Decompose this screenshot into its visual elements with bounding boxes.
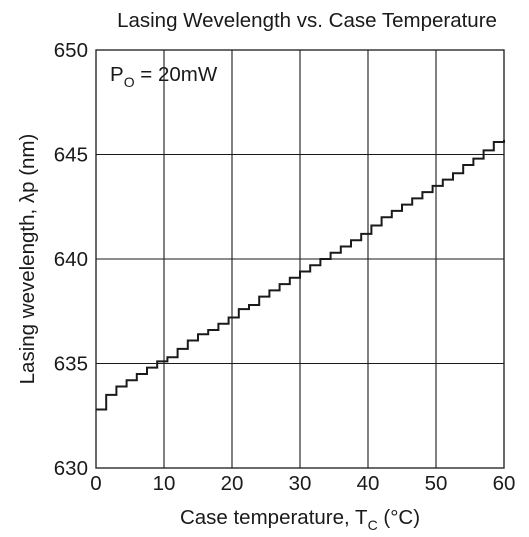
y-tick-label: 635 — [54, 353, 88, 376]
x-tick-label: 10 — [153, 472, 176, 495]
y-tick-label: 640 — [54, 248, 88, 271]
x-tick-label: 40 — [357, 472, 380, 495]
x-axis-title: Case temperature, TC (°C) — [180, 506, 420, 532]
y-axis-title: Lasing wevelength, λp (nm) — [16, 134, 39, 385]
x-tick-label: 30 — [289, 472, 312, 495]
y-tick-label: 650 — [54, 39, 88, 62]
y-tick-label: 645 — [54, 144, 88, 167]
plot-frame — [95, 49, 505, 469]
y-tick-label: 630 — [54, 457, 88, 480]
x-axis-label: Case temperature, TC (°C) — [180, 506, 420, 533]
annotation: PO = 20mW — [110, 63, 218, 90]
x-tick-label: 0 — [90, 472, 101, 495]
chart-title: Lasing Wevelength vs. Case Temperature — [117, 9, 497, 32]
x-tick-label: 20 — [221, 472, 244, 495]
power-annotation: PO = 20mW — [110, 63, 218, 90]
grid — [96, 50, 504, 468]
x-tick-label: 60 — [493, 472, 516, 495]
y-axis-label: Lasing wevelength, λp (nm) — [16, 134, 39, 385]
series-layer — [96, 139, 505, 411]
x-tick-label: 50 — [425, 472, 448, 495]
tick-labels: 0 10 20 30 40 50 60 630 635 640 645 650 — [54, 39, 516, 495]
series-line — [96, 139, 505, 411]
